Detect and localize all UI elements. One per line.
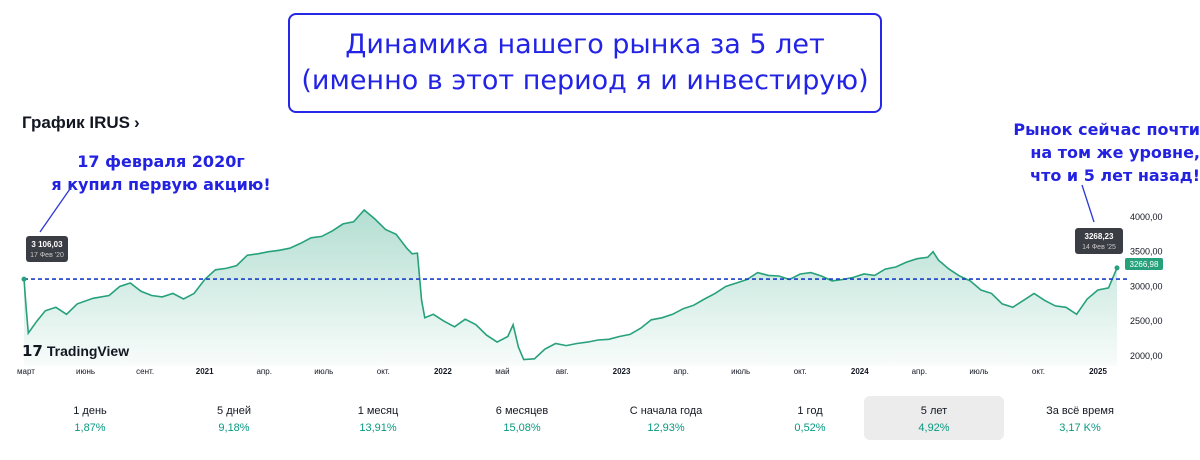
end-point (1114, 265, 1120, 271)
start-tooltip-date: 17 Фев '20 (30, 252, 64, 259)
x-axis-tick-label: окт. (377, 367, 390, 376)
x-axis-tick-label: 2024 (851, 367, 869, 376)
x-axis-tick-label: авг. (556, 367, 569, 376)
x-axis-tick-label: июль (314, 367, 333, 376)
period-tab-label: 1 день (73, 405, 107, 417)
x-axis-tick-label: июль (969, 367, 988, 376)
annotation-right: Рынок сейчас почти на том же уровне, что… (1000, 118, 1200, 187)
end-tooltip-box (1075, 228, 1123, 254)
last-price-label: 3266,98 (1130, 260, 1159, 269)
headline-line-1: Динамика нашего рынка за 5 лет (345, 29, 825, 60)
annotation-right-line-2: на том же уровне, (1030, 143, 1200, 162)
annotation-right-line-3: что и 5 лет назад! (1030, 166, 1200, 185)
x-axis-tick-label: июнь (76, 367, 95, 376)
tradingview-label: TradingView (46, 343, 130, 359)
period-tab-change: 0,52% (794, 422, 826, 434)
tradingview-logo-icon: 𝟭𝟳 (22, 343, 43, 360)
y-axis-tick-label: 2500,00 (1130, 316, 1163, 326)
period-tab[interactable]: С начала года 12,93% (596, 396, 736, 440)
period-tab-change: 12,93% (647, 422, 685, 434)
chart-title-text: График IRUS (22, 113, 131, 132)
x-axis-tick-label: март (17, 367, 35, 376)
x-axis-tick-label: июль (731, 367, 750, 376)
x-axis-tick-label: 2023 (613, 367, 631, 376)
x-axis-tick-label: окт. (794, 367, 807, 376)
annotation-left-line-1: 17 февраля 2020г (77, 152, 245, 171)
period-tab[interactable]: 1 день 1,87% (20, 396, 160, 440)
period-tab[interactable]: 1 месяц 13,91% (308, 396, 448, 440)
x-axis-tick-label: апр. (673, 367, 688, 376)
period-tab-change: 4,92% (918, 422, 950, 434)
period-tab-change: 1,87% (74, 422, 106, 434)
x-axis-tick-label: окт. (1032, 367, 1045, 376)
start-point (21, 276, 27, 282)
end-tooltip-date: 14 Фев '25 (1082, 244, 1116, 251)
y-axis-tick-label: 3000,00 (1130, 281, 1163, 291)
chart-title-link[interactable]: График IRUS › (22, 113, 140, 133)
period-tabs: 1 день 1,87% 5 дней 9,18% 1 месяц 13,91% 6 мес… (20, 396, 1180, 444)
tradingview-watermark: 𝟭𝟳 TradingView (22, 342, 129, 360)
period-tab-label: 6 месяцев (495, 405, 549, 417)
period-tab-label: 5 дней (217, 405, 251, 417)
period-tab[interactable]: 5 лет 4,92% (864, 396, 1004, 440)
x-axis-tick-label: апр. (912, 367, 927, 376)
annotation-right-line-1: Рынок сейчас почти (1013, 120, 1200, 139)
x-axis-tick-label: май (495, 367, 509, 376)
period-tab-change: 9,18% (218, 422, 250, 434)
period-tab-label: С начала года (629, 405, 703, 417)
start-tooltip-value: 3 106,03 (31, 240, 63, 249)
x-axis-tick-label: 2021 (196, 367, 214, 376)
period-tab[interactable]: За всё время 3,17 K% (1010, 396, 1150, 440)
y-axis-tick-label: 2000,00 (1130, 351, 1163, 361)
left-annotation-pointer (39, 185, 73, 233)
period-tab[interactable]: 6 месяцев 15,08% (452, 396, 592, 440)
y-axis-tick-label: 4000,00 (1130, 212, 1163, 222)
annotation-left: 17 февраля 2020г я купил первую акцию! (36, 150, 286, 196)
period-tab-label: За всё время (1046, 405, 1114, 417)
x-axis-tick-label: 2025 (1089, 367, 1107, 376)
price-line (23, 208, 1118, 361)
period-tab[interactable]: 5 дней 9,18% (164, 396, 304, 440)
annotation-left-line-2: я купил первую акцию! (51, 175, 271, 194)
last-price-badge (1125, 258, 1163, 270)
period-tab-change: 13,91% (359, 422, 397, 434)
period-tab-change: 3,17 K% (1059, 422, 1101, 434)
start-tooltip-box (26, 236, 68, 262)
right-annotation-pointer (1081, 184, 1095, 223)
period-tab-label: 1 год (797, 405, 823, 417)
x-axis-tick-label: апр. (256, 367, 271, 376)
y-axis-tick-label: 3500,00 (1130, 247, 1163, 257)
period-tab-label: 1 месяц (357, 405, 399, 417)
end-tooltip-value: 3268,23 (1085, 232, 1114, 241)
period-tab[interactable]: 1 год 0,52% (740, 396, 880, 440)
headline-banner: Динамика нашего рынка за 5 лет (именно в… (288, 13, 882, 113)
x-axis-tick-label: 2022 (434, 367, 452, 376)
price-area-fill (24, 210, 1117, 366)
period-tab-label: 5 лет (920, 405, 948, 417)
period-tab-change: 15,08% (503, 422, 541, 434)
chevron-right-icon: › (134, 113, 140, 132)
headline-line-2: (именно в этот период я и инвестирую) (301, 65, 869, 96)
x-axis-tick-label: сент. (136, 367, 154, 376)
